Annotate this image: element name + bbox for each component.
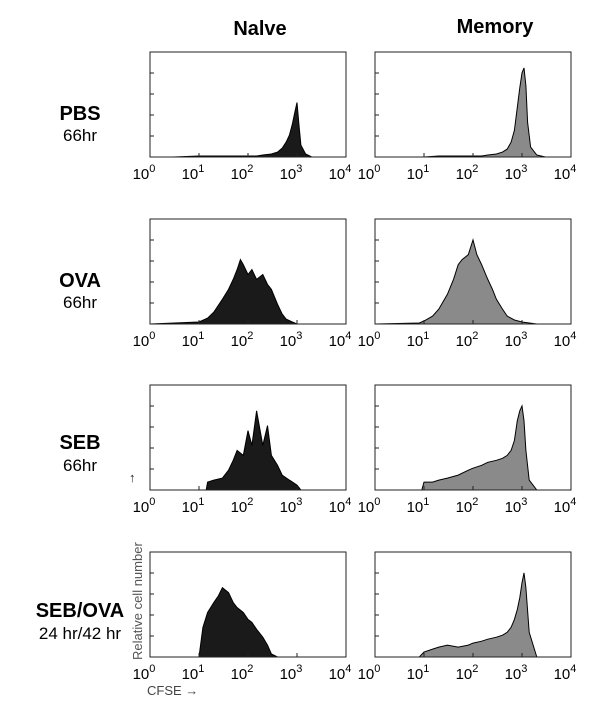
x-tick-label: 102 bbox=[231, 330, 254, 350]
x-tick-label: 102 bbox=[231, 663, 254, 683]
x-tick-label: 104 bbox=[554, 663, 577, 683]
x-tick-label: 103 bbox=[280, 330, 303, 350]
x-tick-label: 100 bbox=[358, 330, 381, 350]
x-tick-label: 101 bbox=[407, 330, 430, 350]
histogram-area bbox=[150, 586, 346, 658]
x-tick-label: 100 bbox=[133, 496, 156, 516]
x-tick-label: 102 bbox=[456, 330, 479, 350]
x-tick-label: 104 bbox=[329, 663, 352, 683]
panel-frame bbox=[374, 551, 572, 658]
histogram-panel: 100 101 102 103 104 bbox=[358, 551, 577, 683]
x-tick-label: 103 bbox=[505, 663, 528, 683]
x-tick-label: 104 bbox=[554, 496, 577, 516]
panel-frame bbox=[149, 51, 347, 158]
histogram-panel: 100 101 102 103 104 bbox=[133, 551, 352, 683]
histogram-panel: 100 101 102 103 104 bbox=[133, 218, 352, 350]
x-tick-label: 100 bbox=[358, 496, 381, 516]
x-tick-label: 100 bbox=[133, 663, 156, 683]
x-tick-label: 100 bbox=[358, 663, 381, 683]
row-label-seb-ova: SEB/OVA bbox=[35, 600, 125, 622]
histogram-area bbox=[375, 404, 571, 491]
x-tick-label: 100 bbox=[358, 163, 381, 183]
x-tick-label: 101 bbox=[182, 496, 205, 516]
x-tick-label: 102 bbox=[231, 163, 254, 183]
x-tick-label: 101 bbox=[182, 330, 205, 350]
x-tick-label: 104 bbox=[554, 330, 577, 350]
x-tick-label: 101 bbox=[407, 163, 430, 183]
x-tick-label: 101 bbox=[407, 663, 430, 683]
x-tick-label: 100 bbox=[133, 330, 156, 350]
histogram-panel: 100 101 102 103 104 bbox=[358, 51, 577, 183]
histogram-area bbox=[374, 238, 571, 325]
x-tick-label: 102 bbox=[456, 663, 479, 683]
histogram-panel: 100 101 102 103 104 bbox=[133, 384, 352, 516]
x-tick-label: 102 bbox=[456, 496, 479, 516]
x-tick-label: 102 bbox=[456, 163, 479, 183]
x-tick-label: 103 bbox=[505, 330, 528, 350]
histogram-panel: 100 101 102 103 104 bbox=[133, 51, 352, 183]
row-time-seb: 66hr bbox=[62, 456, 98, 475]
x-tick-label: 104 bbox=[329, 496, 352, 516]
panel-frame bbox=[374, 51, 572, 158]
row-label-seb: SEB bbox=[59, 432, 101, 454]
column-title-naive: Nalve bbox=[233, 18, 287, 40]
x-tick-label: 103 bbox=[505, 163, 528, 183]
histogram-area bbox=[150, 102, 346, 158]
histogram-area bbox=[150, 410, 346, 491]
x-tick-label: 103 bbox=[280, 163, 303, 183]
x-tick-label: 100 bbox=[133, 163, 156, 183]
x-tick-label: 104 bbox=[329, 330, 352, 350]
x-tick-label: 104 bbox=[329, 163, 352, 183]
row-label-ova: OVA bbox=[59, 270, 101, 292]
histogram-area bbox=[375, 572, 571, 658]
x-axis-label: CFSE → bbox=[147, 683, 199, 698]
row-time-pbs: 66hr bbox=[62, 126, 98, 145]
x-tick-label: 101 bbox=[407, 496, 430, 516]
histogram-area bbox=[375, 67, 571, 158]
x-tick-label: 103 bbox=[280, 663, 303, 683]
row-time-ova: 66hr bbox=[62, 293, 98, 312]
x-tick-label: 104 bbox=[554, 163, 577, 183]
x-tick-label: 102 bbox=[231, 496, 254, 516]
column-title-memory: Memory bbox=[456, 16, 534, 38]
histogram-panel: 100 101 102 103 104 bbox=[358, 218, 577, 350]
y-axis-arrow: ↑ bbox=[129, 470, 136, 485]
x-axis-arrow: → bbox=[185, 683, 199, 698]
row-label-pbs: PBS bbox=[59, 103, 101, 125]
row-time-seb-ova: 24 hr/42 hr bbox=[38, 624, 122, 643]
histogram-panel: 100 101 102 103 104 bbox=[358, 384, 577, 516]
x-tick-label: 101 bbox=[182, 663, 205, 683]
x-tick-label: 103 bbox=[505, 496, 528, 516]
histogram-area bbox=[149, 258, 346, 325]
x-tick-label: 101 bbox=[182, 163, 205, 183]
x-tick-label: 103 bbox=[280, 496, 303, 516]
